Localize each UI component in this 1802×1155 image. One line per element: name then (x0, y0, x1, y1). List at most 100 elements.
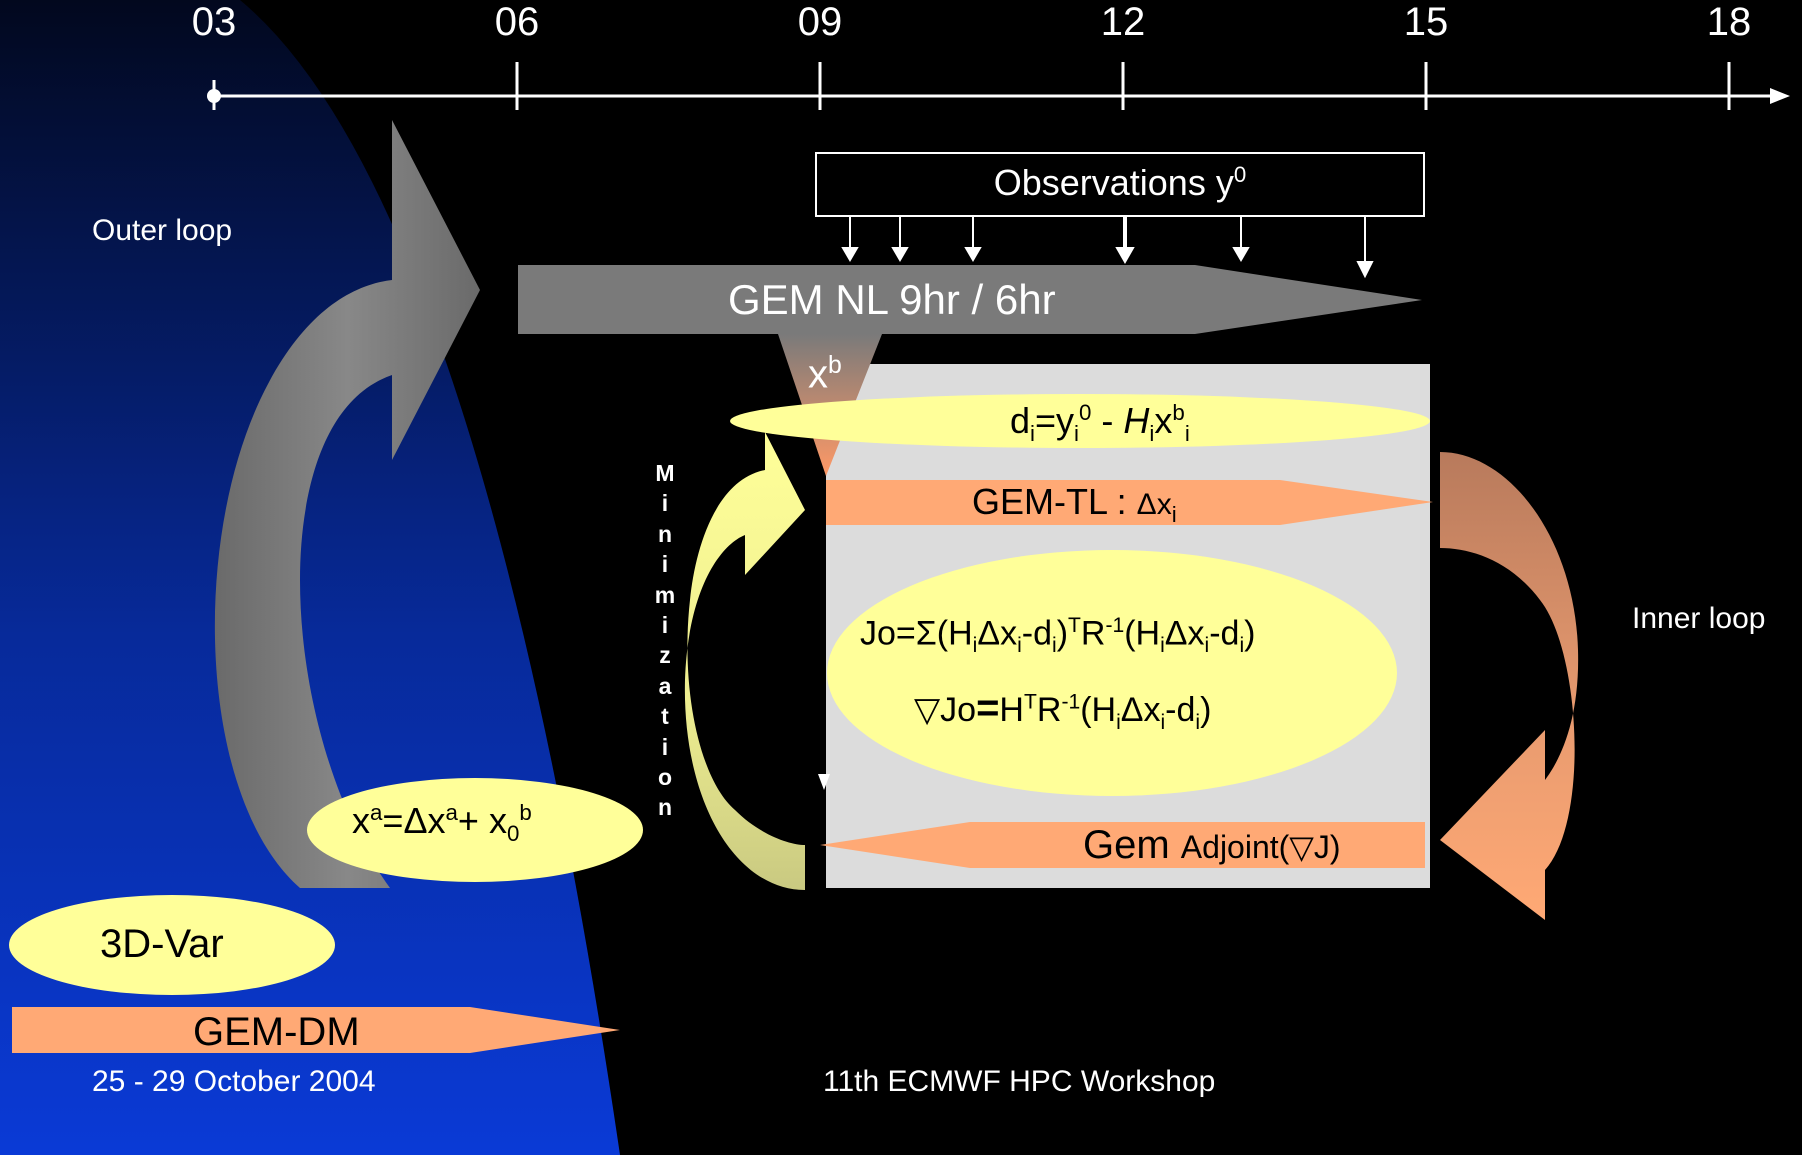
jo1-sub: i (1204, 634, 1210, 658)
gem-nl-arrow (518, 265, 1422, 334)
gem-adjoint-arrow (820, 822, 1425, 868)
di-eq-y: =y (1035, 400, 1075, 441)
jo2-part: Δx (1120, 691, 1161, 729)
di-sup-0: 0 (1079, 400, 1092, 425)
gem-adjoint-text: Adjoint(▽J) (1180, 829, 1341, 865)
tick-label-18: 18 (1706, 0, 1752, 44)
minimization-letter: n (657, 794, 673, 821)
minimization-letter: n (657, 520, 673, 547)
xa-formula: xa=Δxa+ x0b (352, 800, 532, 847)
jo-formula: Jo=Σ(HiΔxi-di)TR-1(HiΔxi-di) (860, 614, 1255, 658)
minimization-letter: z (659, 642, 671, 669)
gem-tl-dx: Δx (1136, 488, 1172, 521)
jo2-part: ▽Jo (914, 691, 977, 729)
di-sub-3: i (1149, 421, 1155, 447)
jo1-sub: i (1017, 634, 1022, 658)
observations-label: Observations y0 (815, 162, 1425, 204)
di-ellipse (730, 394, 1430, 448)
inner-loop-arrow (1440, 452, 1579, 920)
di-sub-2: i (1074, 421, 1079, 447)
di-H: H (1123, 400, 1150, 441)
jo1-part: ) (1056, 614, 1069, 653)
xa-sub: 0 (506, 821, 520, 847)
jo1-part: R (1080, 614, 1106, 653)
jo1-sub: i (1052, 634, 1057, 658)
jo-ellipse (827, 550, 1397, 796)
jo1-part: -d (1209, 614, 1240, 653)
jo2-eq: = (976, 686, 1000, 730)
tick-label-09: 09 (797, 0, 843, 44)
jo1-sub: i (1239, 634, 1245, 658)
xa-sup: b (519, 800, 532, 825)
observations-box (815, 152, 1425, 217)
tick-label-03: 03 (191, 0, 237, 44)
observations-text: Observations y (993, 162, 1234, 203)
jo1-sup: T (1068, 614, 1081, 637)
gem-tl-sub: i (1171, 502, 1177, 528)
jo1-part: (H (1124, 614, 1161, 653)
xa-part: =Δx (382, 800, 446, 841)
jo1-part: Jo=Σ(H (860, 614, 973, 653)
jo1-sub: i (1160, 634, 1165, 658)
jo1-part: ) (1244, 614, 1256, 653)
xa-ellipse (307, 778, 643, 882)
xa-sup: a (445, 800, 458, 825)
di-d: d (1010, 400, 1031, 441)
jo2-sub: i (1116, 710, 1121, 734)
di-formula: di=yi0 - Hixbi (1010, 400, 1190, 447)
jo2-part: ) (1200, 691, 1212, 729)
minimization-letter: t (661, 703, 669, 730)
minimization-arrow (684, 432, 805, 890)
jo1-part: Δx (1164, 614, 1205, 653)
xa-part: x (352, 800, 370, 841)
gem-dm-label: GEM-DM (193, 1010, 360, 1054)
gem-tl-arrow (826, 480, 1433, 525)
gem-adjoint-label: Gem Adjoint(▽J) (1083, 823, 1341, 868)
minimization-letter: i (661, 733, 669, 760)
jo2-sub: i (1195, 710, 1201, 734)
jo2-sub: i (1160, 710, 1166, 734)
di-minus: - (1091, 400, 1124, 441)
jo2-part: -d (1165, 691, 1196, 729)
outer-loop-arrow (214, 120, 480, 888)
di-sub-4: i (1184, 421, 1190, 447)
jo1-sup: -1 (1105, 614, 1125, 637)
jo2-part: R (1036, 691, 1062, 729)
footer-date: 25 - 29 October 2004 (92, 1065, 376, 1098)
observations-superscript: 0 (1233, 162, 1247, 187)
gem-nl-label: GEM NL 9hr / 6hr (728, 276, 1056, 323)
gem-tl-label: GEM-TL : Δxi (972, 481, 1177, 528)
observation-arrows (841, 217, 1374, 279)
minimization-letter: i (661, 612, 669, 639)
minimization-letter: i (661, 551, 669, 578)
xa-part: + x (457, 800, 507, 841)
jo1-sub: i (972, 634, 978, 658)
di-x: x (1154, 400, 1173, 441)
minimization-letter: M (655, 460, 675, 486)
minimization-label: M i n i m i z a t i o n (651, 458, 679, 823)
di-sup-b: b (1172, 400, 1185, 425)
jo1-part: -d (1021, 614, 1052, 653)
gem-tl-text: GEM-TL : (972, 481, 1137, 522)
di-sub-1: i (1030, 421, 1035, 447)
outer-loop-label: Outer loop (92, 214, 233, 247)
minimization-down-arrow (818, 774, 830, 790)
minimization-letter: i (661, 490, 669, 517)
grad-jo-formula: ▽Jo=HTR-1(HiΔxi-di) (914, 686, 1211, 735)
tick-label-06: 06 (494, 0, 540, 44)
footer-workshop: 11th ECMWF HPC Workshop (823, 1065, 1216, 1098)
minimization-letter: a (658, 672, 672, 699)
gem-dm-arrow (12, 1007, 620, 1053)
xb-label: xb (808, 352, 842, 397)
tick-label-12: 12 (1100, 0, 1146, 44)
jo2-part: (H (1080, 691, 1117, 729)
minimization-letter: o (657, 764, 673, 791)
gem-adjoint-gem: Gem (1083, 823, 1181, 867)
timeline-axis (207, 62, 1790, 110)
xb-superscript: b (828, 352, 842, 379)
inner-loop-label: Inner loop (1632, 602, 1766, 635)
jo2-sup: -1 (1061, 690, 1081, 714)
jo1-part: Δx (977, 614, 1018, 653)
jo2-part: H (999, 691, 1024, 729)
